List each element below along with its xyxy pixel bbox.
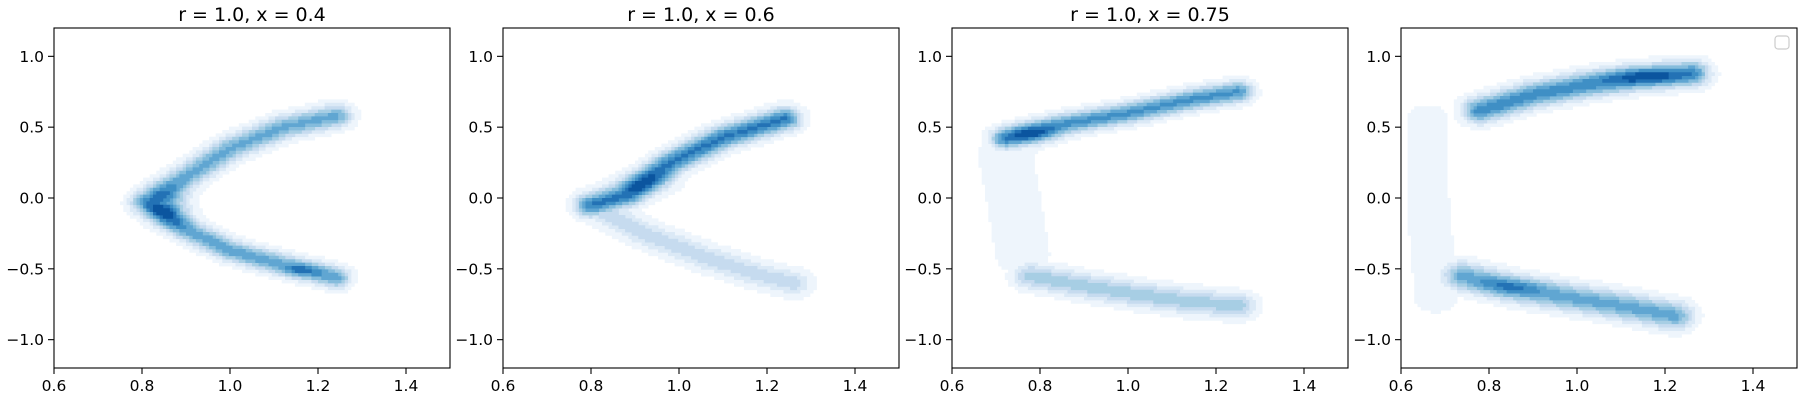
subplot-4: 0.6 0.8 1.0 1.2 1.4 1.0 0.5 0.0 −0.5 −1.0 xyxy=(1353,27,1798,395)
y-tick-label: −0.5 xyxy=(455,260,493,278)
subplot-title: r = 1.0, x = 0.75 xyxy=(1070,4,1230,26)
contour-level-1 xyxy=(120,99,362,294)
y-tick-label: −0.5 xyxy=(6,260,44,278)
contour-level-9 xyxy=(153,204,174,219)
y-tick-label: −1.0 xyxy=(6,331,44,349)
y-tick-label: 0.5 xyxy=(468,119,493,137)
x-tick-label: 1.4 xyxy=(394,377,419,395)
x-tick-label: 1.0 xyxy=(667,377,692,395)
x-tick-label: 0.6 xyxy=(1389,377,1414,395)
subplot-3: 0.6 0.8 1.0 1.2 1.4 1.0 0.5 0.0 −0.5 −1.0 r = 1.0,… xyxy=(904,4,1349,395)
y-tick-label: 0.5 xyxy=(1366,119,1391,137)
contour-level-6 xyxy=(139,113,342,280)
y-tick-label: −1.0 xyxy=(455,331,493,349)
x-tick-label: 1.4 xyxy=(843,377,868,395)
contour-level-8 xyxy=(146,191,312,274)
y-tick-label: 1.0 xyxy=(468,48,493,66)
subplot-title: r = 1.0, x = 0.4 xyxy=(178,4,326,26)
y-tick-label: 0.0 xyxy=(468,190,493,208)
contour-level-7 xyxy=(585,113,791,209)
y-tick-label: 1.0 xyxy=(917,48,942,66)
density-contours xyxy=(120,99,362,294)
x-tick-label: 0.6 xyxy=(491,377,516,395)
x-tick-label: 1.0 xyxy=(1116,377,1141,395)
x-tick-label: 0.8 xyxy=(579,377,604,395)
x-tick-label: 0.8 xyxy=(1477,377,1502,395)
contour-level-9 xyxy=(628,174,656,192)
contour-level-6 xyxy=(582,113,794,212)
subplot-2: 0.6 0.8 1.0 1.2 1.4 1.0 0.5 0.0 −0.5 −1.0 r = 1.0,… xyxy=(455,4,900,395)
x-tick-label: 1.4 xyxy=(1292,377,1317,395)
contour-level-5 xyxy=(136,109,345,284)
x-tick-label: 1.2 xyxy=(306,377,331,395)
x-tick-label: 0.8 xyxy=(1028,377,1053,395)
contour-level-6 xyxy=(998,85,1247,144)
subplot-title: r = 1.0, x = 0.6 xyxy=(627,4,775,26)
y-tick-label: 0.5 xyxy=(19,119,44,137)
y-tick-label: 0.0 xyxy=(917,190,942,208)
contour-level-1 xyxy=(978,75,1263,325)
x-tick-label: 1.0 xyxy=(218,377,243,395)
contour-level-3 xyxy=(991,82,1253,314)
y-tick-label: 0.5 xyxy=(917,119,942,137)
y-tick-label: −0.5 xyxy=(1353,260,1391,278)
y-tick-label: 1.0 xyxy=(1366,48,1391,66)
y-tick-label: −1.0 xyxy=(1353,331,1391,349)
x-tick-label: 1.2 xyxy=(755,377,780,395)
legend-box xyxy=(1774,35,1790,50)
x-tick-label: 0.8 xyxy=(130,377,155,395)
y-tick-label: 0.0 xyxy=(1366,190,1391,208)
y-tick-label: −1.0 xyxy=(904,331,942,349)
x-tick-label: 1.0 xyxy=(1565,377,1590,395)
x-tick-label: 1.2 xyxy=(1653,377,1678,395)
y-tick-label: −0.5 xyxy=(904,260,942,278)
contour-level-7 xyxy=(1001,89,1240,144)
x-tick-label: 1.4 xyxy=(1741,377,1766,395)
density-contours xyxy=(978,75,1263,325)
x-tick-label: 0.6 xyxy=(940,377,965,395)
y-tick-label: 1.0 xyxy=(19,48,44,66)
contour-level-9 xyxy=(1622,72,1669,83)
contour-level-8 xyxy=(592,116,788,206)
x-tick-label: 0.6 xyxy=(42,377,67,395)
x-tick-label: 1.2 xyxy=(1204,377,1229,395)
y-tick-label: 0.0 xyxy=(19,190,44,208)
density-contours xyxy=(565,99,817,301)
contour-level-1 xyxy=(1407,55,1722,338)
subplot-1: 0.6 0.8 1.0 1.2 1.4 1.0 0.5 0.0 −0.5 −1.0 r = 1.0,… xyxy=(6,4,451,395)
contour-level-9 xyxy=(1014,130,1045,138)
density-contours xyxy=(1407,55,1722,338)
